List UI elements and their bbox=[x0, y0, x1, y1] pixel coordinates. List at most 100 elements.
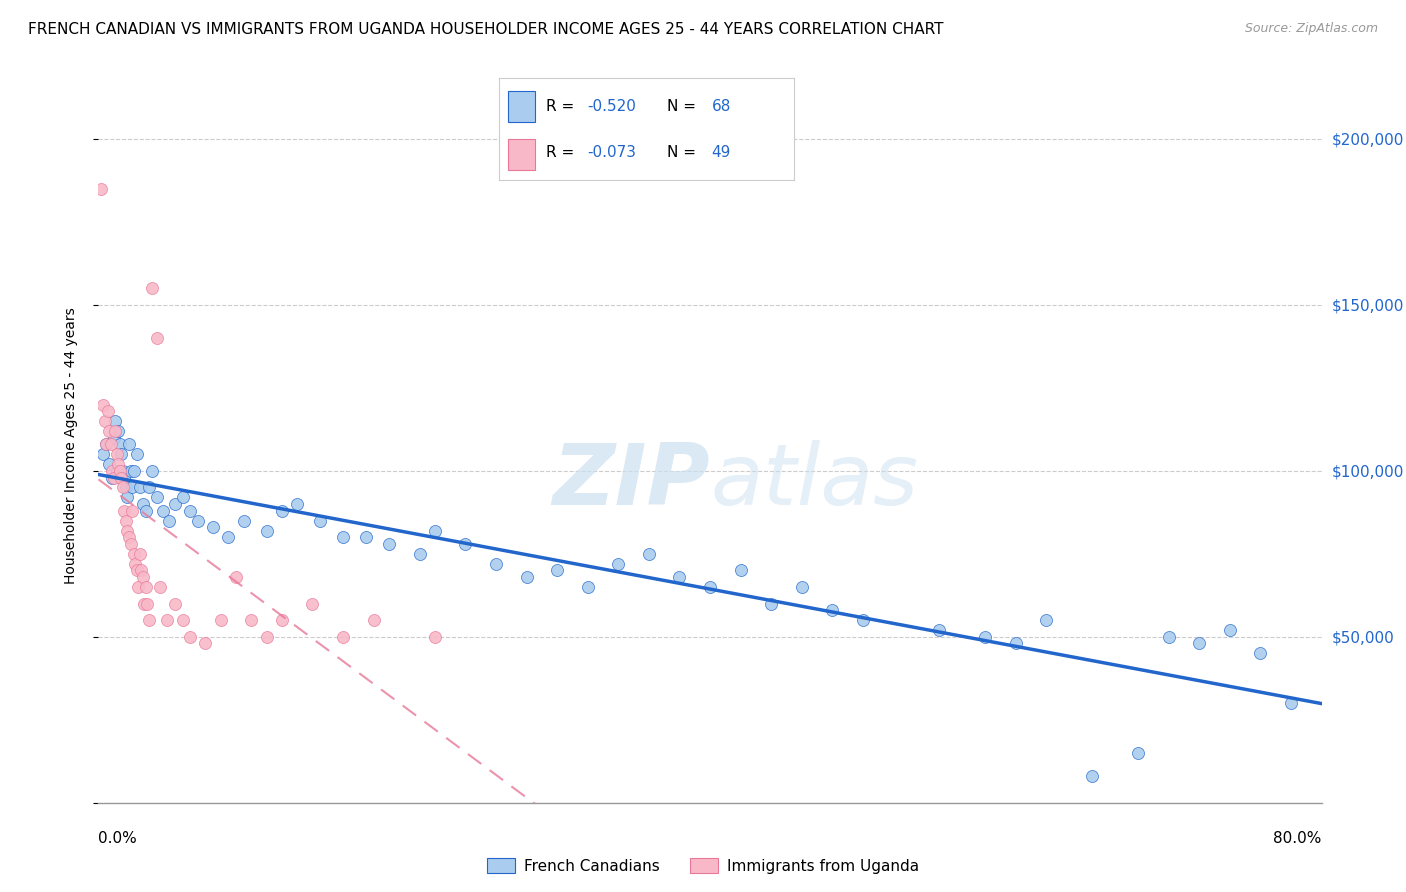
Point bbox=[423, 524, 446, 538]
Bar bbox=[508, 91, 534, 121]
Point bbox=[408, 547, 430, 561]
Text: -0.073: -0.073 bbox=[588, 145, 637, 160]
Point bbox=[97, 404, 120, 418]
Point bbox=[128, 547, 150, 561]
Point bbox=[152, 504, 174, 518]
Text: 0.0%: 0.0% bbox=[98, 831, 138, 847]
Point bbox=[332, 530, 354, 544]
Point bbox=[101, 464, 124, 478]
Point bbox=[111, 481, 134, 495]
Point bbox=[179, 504, 201, 518]
Point bbox=[136, 597, 159, 611]
Point bbox=[128, 481, 150, 495]
Point bbox=[363, 613, 385, 627]
Point bbox=[141, 281, 163, 295]
Point bbox=[354, 530, 377, 544]
Point bbox=[163, 597, 186, 611]
Point bbox=[974, 630, 997, 644]
Bar bbox=[508, 139, 534, 169]
Text: 80.0%: 80.0% bbox=[1274, 831, 1322, 847]
Point bbox=[209, 613, 232, 627]
Point bbox=[202, 520, 225, 534]
Point bbox=[110, 470, 132, 484]
Point bbox=[638, 547, 661, 561]
Point bbox=[120, 537, 142, 551]
Point bbox=[111, 464, 134, 478]
Point bbox=[141, 464, 163, 478]
Point bbox=[124, 557, 146, 571]
Text: Source: ZipAtlas.com: Source: ZipAtlas.com bbox=[1244, 22, 1378, 36]
Point bbox=[301, 597, 323, 611]
Point bbox=[454, 537, 477, 551]
Point bbox=[699, 580, 721, 594]
Text: N =: N = bbox=[668, 145, 702, 160]
Point bbox=[332, 630, 354, 644]
Point bbox=[270, 613, 294, 627]
Point bbox=[145, 491, 167, 505]
Point bbox=[117, 491, 139, 505]
Text: R =: R = bbox=[547, 145, 579, 160]
Point bbox=[115, 481, 138, 495]
Text: -0.520: -0.520 bbox=[588, 99, 637, 114]
Point bbox=[1219, 624, 1241, 638]
Point bbox=[240, 613, 263, 627]
Point bbox=[122, 547, 145, 561]
Point bbox=[108, 464, 131, 478]
Point bbox=[115, 514, 138, 528]
Point bbox=[125, 564, 148, 578]
Point bbox=[546, 564, 568, 578]
Point bbox=[132, 570, 155, 584]
Point bbox=[107, 457, 129, 471]
Point bbox=[485, 557, 508, 571]
Point bbox=[104, 424, 127, 438]
Point bbox=[110, 447, 132, 461]
Point bbox=[1279, 696, 1302, 710]
Point bbox=[90, 182, 112, 196]
Point bbox=[121, 481, 143, 495]
Point bbox=[149, 580, 172, 594]
Point bbox=[1004, 636, 1026, 650]
Point bbox=[135, 504, 157, 518]
Point bbox=[821, 603, 844, 617]
Point bbox=[1188, 636, 1211, 650]
Point bbox=[928, 624, 950, 638]
Point bbox=[120, 464, 142, 478]
Point bbox=[135, 580, 157, 594]
Point bbox=[129, 564, 152, 578]
Y-axis label: Householder Income Ages 25 - 44 years: Householder Income Ages 25 - 44 years bbox=[63, 308, 77, 584]
Point bbox=[104, 414, 127, 428]
Text: ZIP: ZIP bbox=[553, 440, 710, 524]
Point bbox=[1157, 630, 1180, 644]
Point bbox=[108, 437, 131, 451]
Point bbox=[270, 504, 294, 518]
Point bbox=[93, 414, 115, 428]
Point bbox=[100, 437, 122, 451]
Point bbox=[107, 424, 129, 438]
Point bbox=[1128, 746, 1150, 760]
Point bbox=[112, 504, 135, 518]
Text: atlas: atlas bbox=[710, 440, 918, 524]
Legend: French Canadians, Immigrants from Uganda: French Canadians, Immigrants from Uganda bbox=[481, 852, 925, 880]
Point bbox=[790, 580, 813, 594]
Point bbox=[232, 514, 254, 528]
Point bbox=[94, 437, 117, 451]
Point bbox=[576, 580, 599, 594]
Text: FRENCH CANADIAN VS IMMIGRANTS FROM UGANDA HOUSEHOLDER INCOME AGES 25 - 44 YEARS : FRENCH CANADIAN VS IMMIGRANTS FROM UGAND… bbox=[28, 22, 943, 37]
Point bbox=[138, 613, 160, 627]
Point bbox=[121, 504, 143, 518]
Point bbox=[256, 630, 278, 644]
Point bbox=[1250, 647, 1272, 661]
Point bbox=[852, 613, 875, 627]
Point bbox=[256, 524, 278, 538]
Point bbox=[127, 580, 149, 594]
Point bbox=[730, 564, 752, 578]
Point bbox=[187, 514, 209, 528]
Point bbox=[309, 514, 332, 528]
Point bbox=[103, 470, 125, 484]
Point bbox=[668, 570, 690, 584]
Point bbox=[761, 597, 783, 611]
Point bbox=[378, 537, 401, 551]
Text: 49: 49 bbox=[711, 145, 731, 160]
Point bbox=[194, 636, 217, 650]
Point bbox=[1081, 769, 1104, 783]
